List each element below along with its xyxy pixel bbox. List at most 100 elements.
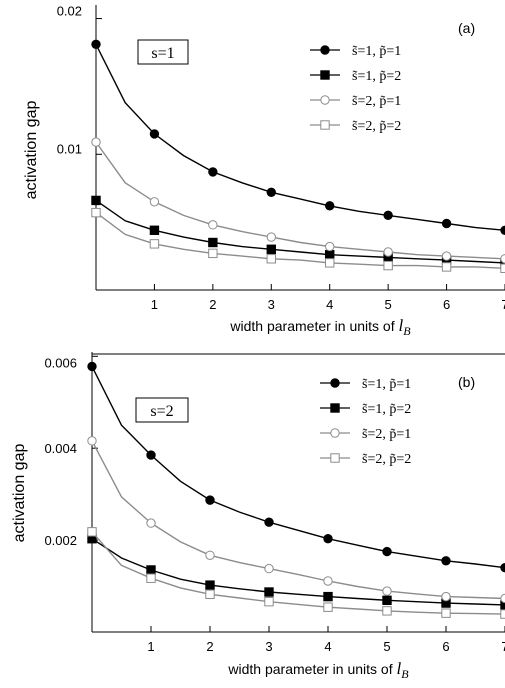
inset-label: s=2 bbox=[150, 403, 173, 420]
series-line bbox=[95, 141, 505, 260]
legend-label: s̃=1, p̃=1 bbox=[362, 377, 411, 392]
data-point bbox=[441, 251, 452, 261]
y-axis-label: activation gap bbox=[11, 444, 28, 543]
series-1 bbox=[87, 361, 505, 573]
panel-a: 1 2 3 4 5 6 7 0.01 0.02 activation gap width param… bbox=[23, 4, 505, 338]
x-axis-label: width parameter in units of lB bbox=[227, 659, 409, 681]
data-point bbox=[266, 232, 276, 242]
legend-label: s̃=2, p̃=1 bbox=[352, 94, 401, 109]
data-point bbox=[325, 241, 335, 252]
series-3 bbox=[87, 436, 505, 604]
data-point bbox=[205, 550, 215, 560]
data-point bbox=[87, 361, 97, 372]
inset-box bbox=[135, 397, 189, 423]
data-point bbox=[382, 595, 392, 605]
series-line bbox=[95, 212, 505, 269]
x-tick-label: 3 bbox=[265, 639, 272, 654]
series-line bbox=[91, 538, 505, 606]
x-tick-label: 2 bbox=[206, 639, 213, 654]
data-point bbox=[441, 591, 451, 602]
data-point bbox=[205, 495, 215, 505]
data-point bbox=[146, 573, 156, 583]
legend-marker bbox=[320, 45, 330, 55]
y-tick-label: 0.004 bbox=[44, 441, 77, 456]
series-1 bbox=[91, 39, 505, 235]
y-tick-label: 0.002 bbox=[44, 533, 77, 548]
data-point bbox=[91, 207, 101, 218]
data-point bbox=[382, 606, 392, 616]
data-point bbox=[149, 129, 160, 139]
data-point bbox=[146, 518, 156, 528]
y-tick-label: 0.006 bbox=[44, 355, 77, 370]
data-point bbox=[441, 556, 451, 566]
data-point bbox=[264, 563, 274, 574]
series-line bbox=[95, 44, 505, 231]
legend: s̃=1, p̃=1 s̃=1, p̃=2 s̃=2, p̃=1 s̃=2, p̃=2 bbox=[320, 377, 411, 467]
legend-label: s̃=2, p̃=2 bbox=[352, 119, 401, 134]
data-point bbox=[266, 254, 276, 264]
data-point bbox=[325, 201, 335, 211]
data-point bbox=[382, 546, 392, 557]
series-4 bbox=[91, 207, 505, 273]
data-point bbox=[149, 225, 160, 235]
x-axis-label-subscript: B bbox=[403, 324, 411, 338]
data-point bbox=[91, 39, 101, 50]
data-point bbox=[264, 587, 274, 597]
legend-marker bbox=[320, 95, 330, 105]
data-point bbox=[441, 608, 451, 618]
data-point bbox=[500, 609, 505, 619]
data-point bbox=[383, 247, 393, 257]
series-line bbox=[91, 366, 505, 569]
data-point bbox=[264, 596, 274, 607]
data-point bbox=[205, 580, 215, 590]
data-point bbox=[441, 262, 452, 272]
x-axis-label-text: width parameter in units of bbox=[229, 318, 398, 334]
data-point bbox=[149, 239, 160, 249]
x-axis-label-subscript: B bbox=[401, 667, 409, 681]
legend-label: s̃=2, p̃=1 bbox=[362, 427, 411, 442]
legend-marker bbox=[330, 453, 340, 463]
inset-box bbox=[137, 39, 189, 65]
x-tick-label: 5 bbox=[385, 297, 392, 312]
legend-marker bbox=[330, 403, 340, 413]
legend-label: s̃=2, p̃=2 bbox=[362, 452, 411, 467]
data-point bbox=[325, 258, 335, 268]
data-point bbox=[208, 248, 218, 259]
legend: s̃=1, p̃=1 s̃=1, p̃=2 s̃=2, p̃=1 s̃=2, p̃=2 bbox=[310, 44, 401, 134]
panel-b: 1 2 3 4 5 6 7 0.002 0.004 0.006 activation gap widt… bbox=[11, 352, 505, 681]
data-point bbox=[208, 220, 218, 230]
series-line bbox=[95, 199, 505, 264]
data-point bbox=[87, 527, 97, 537]
x-tick-label: 7 bbox=[501, 297, 505, 312]
data-point bbox=[323, 591, 333, 602]
data-point bbox=[500, 225, 505, 235]
data-point bbox=[323, 576, 333, 586]
data-point bbox=[325, 250, 335, 260]
data-point bbox=[500, 562, 505, 573]
data-point bbox=[383, 260, 393, 271]
data-point bbox=[87, 436, 97, 446]
data-point bbox=[208, 237, 218, 248]
panel-tag: (a) bbox=[458, 20, 475, 36]
panel-tag: (b) bbox=[458, 374, 475, 390]
x-tick-label: 2 bbox=[209, 297, 216, 312]
data-point bbox=[146, 450, 156, 460]
data-point bbox=[91, 195, 101, 206]
y-axis-label: activation gap bbox=[23, 101, 40, 200]
data-point bbox=[266, 187, 276, 197]
x-tick-label: 5 bbox=[383, 639, 390, 654]
data-point bbox=[500, 263, 505, 273]
data-point bbox=[500, 593, 505, 604]
legend-marker bbox=[330, 428, 340, 438]
data-point bbox=[500, 254, 505, 264]
inset-label: s=1 bbox=[151, 45, 174, 62]
legend-label: s̃=1, p̃=2 bbox=[362, 402, 411, 417]
data-point bbox=[383, 210, 393, 221]
series-line bbox=[91, 531, 505, 615]
x-tick-label: 3 bbox=[268, 297, 275, 312]
x-axis-label-symbol: l bbox=[397, 659, 402, 678]
data-point bbox=[91, 137, 101, 147]
x-tick-label: 7 bbox=[501, 639, 505, 654]
data-point bbox=[441, 218, 452, 229]
